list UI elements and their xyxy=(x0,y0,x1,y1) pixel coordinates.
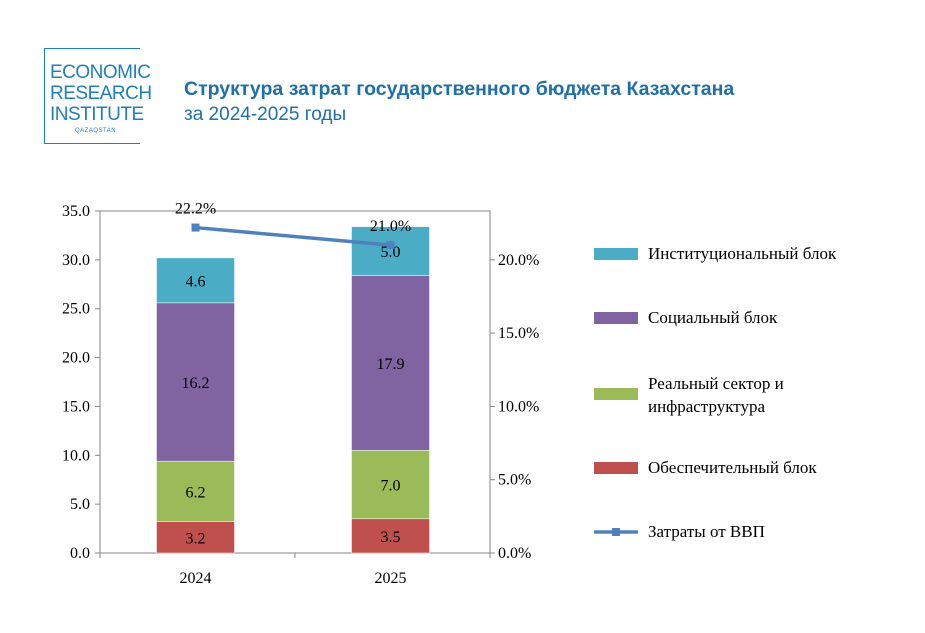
gdp-line-label: 22.2% xyxy=(175,201,216,218)
y2-tick-label: 10.0% xyxy=(498,398,539,415)
bar-segment-institutional xyxy=(351,226,430,276)
legend-swatch-institutional xyxy=(594,248,638,260)
bar-segment-support xyxy=(156,521,235,554)
bar-segment-support xyxy=(351,518,430,554)
bar-data-label: 16.2 xyxy=(182,375,210,392)
legend-label: Затраты от ВВП xyxy=(648,522,765,541)
y-tick-label: 30.0 xyxy=(62,252,90,269)
legend-swatch-social xyxy=(594,312,638,324)
y-tick-label: 0.0 xyxy=(70,545,90,562)
x-tick-label: 2024 xyxy=(180,570,212,587)
legend-label: Социальный блок xyxy=(648,308,778,327)
y-tick-label: 20.0 xyxy=(62,350,90,367)
bar-segment-real_sector xyxy=(156,460,235,522)
legend-label: Обеспечительный блок xyxy=(648,458,817,477)
y2-tick-label: 5.0% xyxy=(498,472,531,489)
bar-data-label: 6.2 xyxy=(186,484,206,501)
logo-line-3: INSTITUTE xyxy=(50,104,144,125)
y2-tick-label: 20.0% xyxy=(498,252,539,269)
bar-data-label: 3.5 xyxy=(381,529,401,546)
bar-data-label: 4.6 xyxy=(186,273,206,290)
logo-line-1: ECONOMIC xyxy=(50,62,151,83)
chart-title: Структура затрат государственного бюджет… xyxy=(184,78,735,100)
y-tick-label: 10.0 xyxy=(62,447,90,464)
legend-marker-gdp xyxy=(612,528,620,536)
y2-tick-label: 15.0% xyxy=(498,325,539,342)
y-tick-label: 5.0 xyxy=(70,496,90,513)
y-tick-label: 35.0 xyxy=(62,203,90,220)
logo: ECONOMIC RESEARCH INSTITUTE QAZAQSTAN xyxy=(44,48,152,144)
logo-subtitle: QAZAQSTAN xyxy=(75,128,117,134)
legend-swatch-real_sector xyxy=(594,388,638,400)
bar-segment-social xyxy=(351,275,430,451)
bar-data-label: 3.2 xyxy=(186,530,206,547)
gdp-line-marker xyxy=(191,223,200,232)
legend-swatch-support xyxy=(594,462,638,474)
x-tick-label: 2025 xyxy=(375,570,407,587)
y-tick-label: 25.0 xyxy=(62,301,90,318)
gdp-line-marker xyxy=(386,241,395,250)
legend-label: Реальный сектор и xyxy=(648,374,784,393)
legend-label: инфраструктура xyxy=(648,397,765,416)
legend-label: Институциональный блок xyxy=(648,244,837,263)
y2-tick-label: 0.0% xyxy=(498,545,531,562)
bar-data-label: 17.9 xyxy=(377,356,405,373)
logo-line-2: RESEARCH xyxy=(50,83,152,104)
bar-segment-institutional xyxy=(156,257,235,304)
bar-data-label: 5.0 xyxy=(381,244,401,261)
gdp-line-label: 21.0% xyxy=(370,218,411,235)
bar-data-label: 7.0 xyxy=(381,478,401,495)
bar-segment-real_sector xyxy=(351,450,430,520)
y-tick-label: 15.0 xyxy=(62,398,90,415)
chart-subtitle: за 2024-2025 годы xyxy=(184,104,347,125)
gdp-line xyxy=(195,225,391,247)
bar-segment-social xyxy=(156,302,235,462)
